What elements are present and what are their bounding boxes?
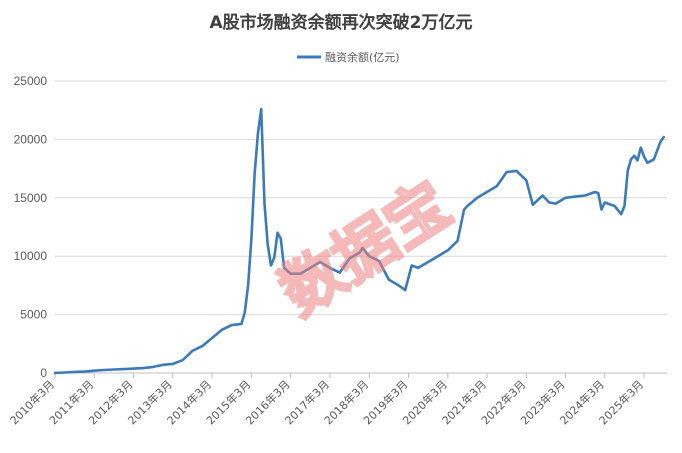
y-tick-label: 5000 — [20, 308, 47, 322]
x-axis: 2010年3月2011年3月2012年3月2013年3月2014年3月2015年… — [7, 373, 646, 427]
y-tick-label: 15000 — [14, 191, 48, 205]
y-tick-label: 0 — [40, 366, 47, 380]
y-tick-label: 10000 — [14, 249, 48, 263]
grid-lines — [55, 80, 667, 374]
watermark: 数据宝 — [266, 166, 464, 331]
plot-area — [53, 107, 665, 375]
chart-title: A股市场融资余额再次突破2万亿元 — [210, 12, 473, 33]
y-tick-label: 20000 — [14, 132, 48, 146]
y-tick-label: 25000 — [14, 74, 48, 88]
y-axis: 0 5000 10000 15000 20000 25000 — [14, 74, 48, 380]
legend: 融资余额(亿元) — [297, 50, 400, 64]
series-line-0 — [53, 107, 665, 375]
legend-label: 融资余额(亿元) — [325, 50, 400, 64]
watermark-text: 数据宝 — [267, 167, 463, 330]
